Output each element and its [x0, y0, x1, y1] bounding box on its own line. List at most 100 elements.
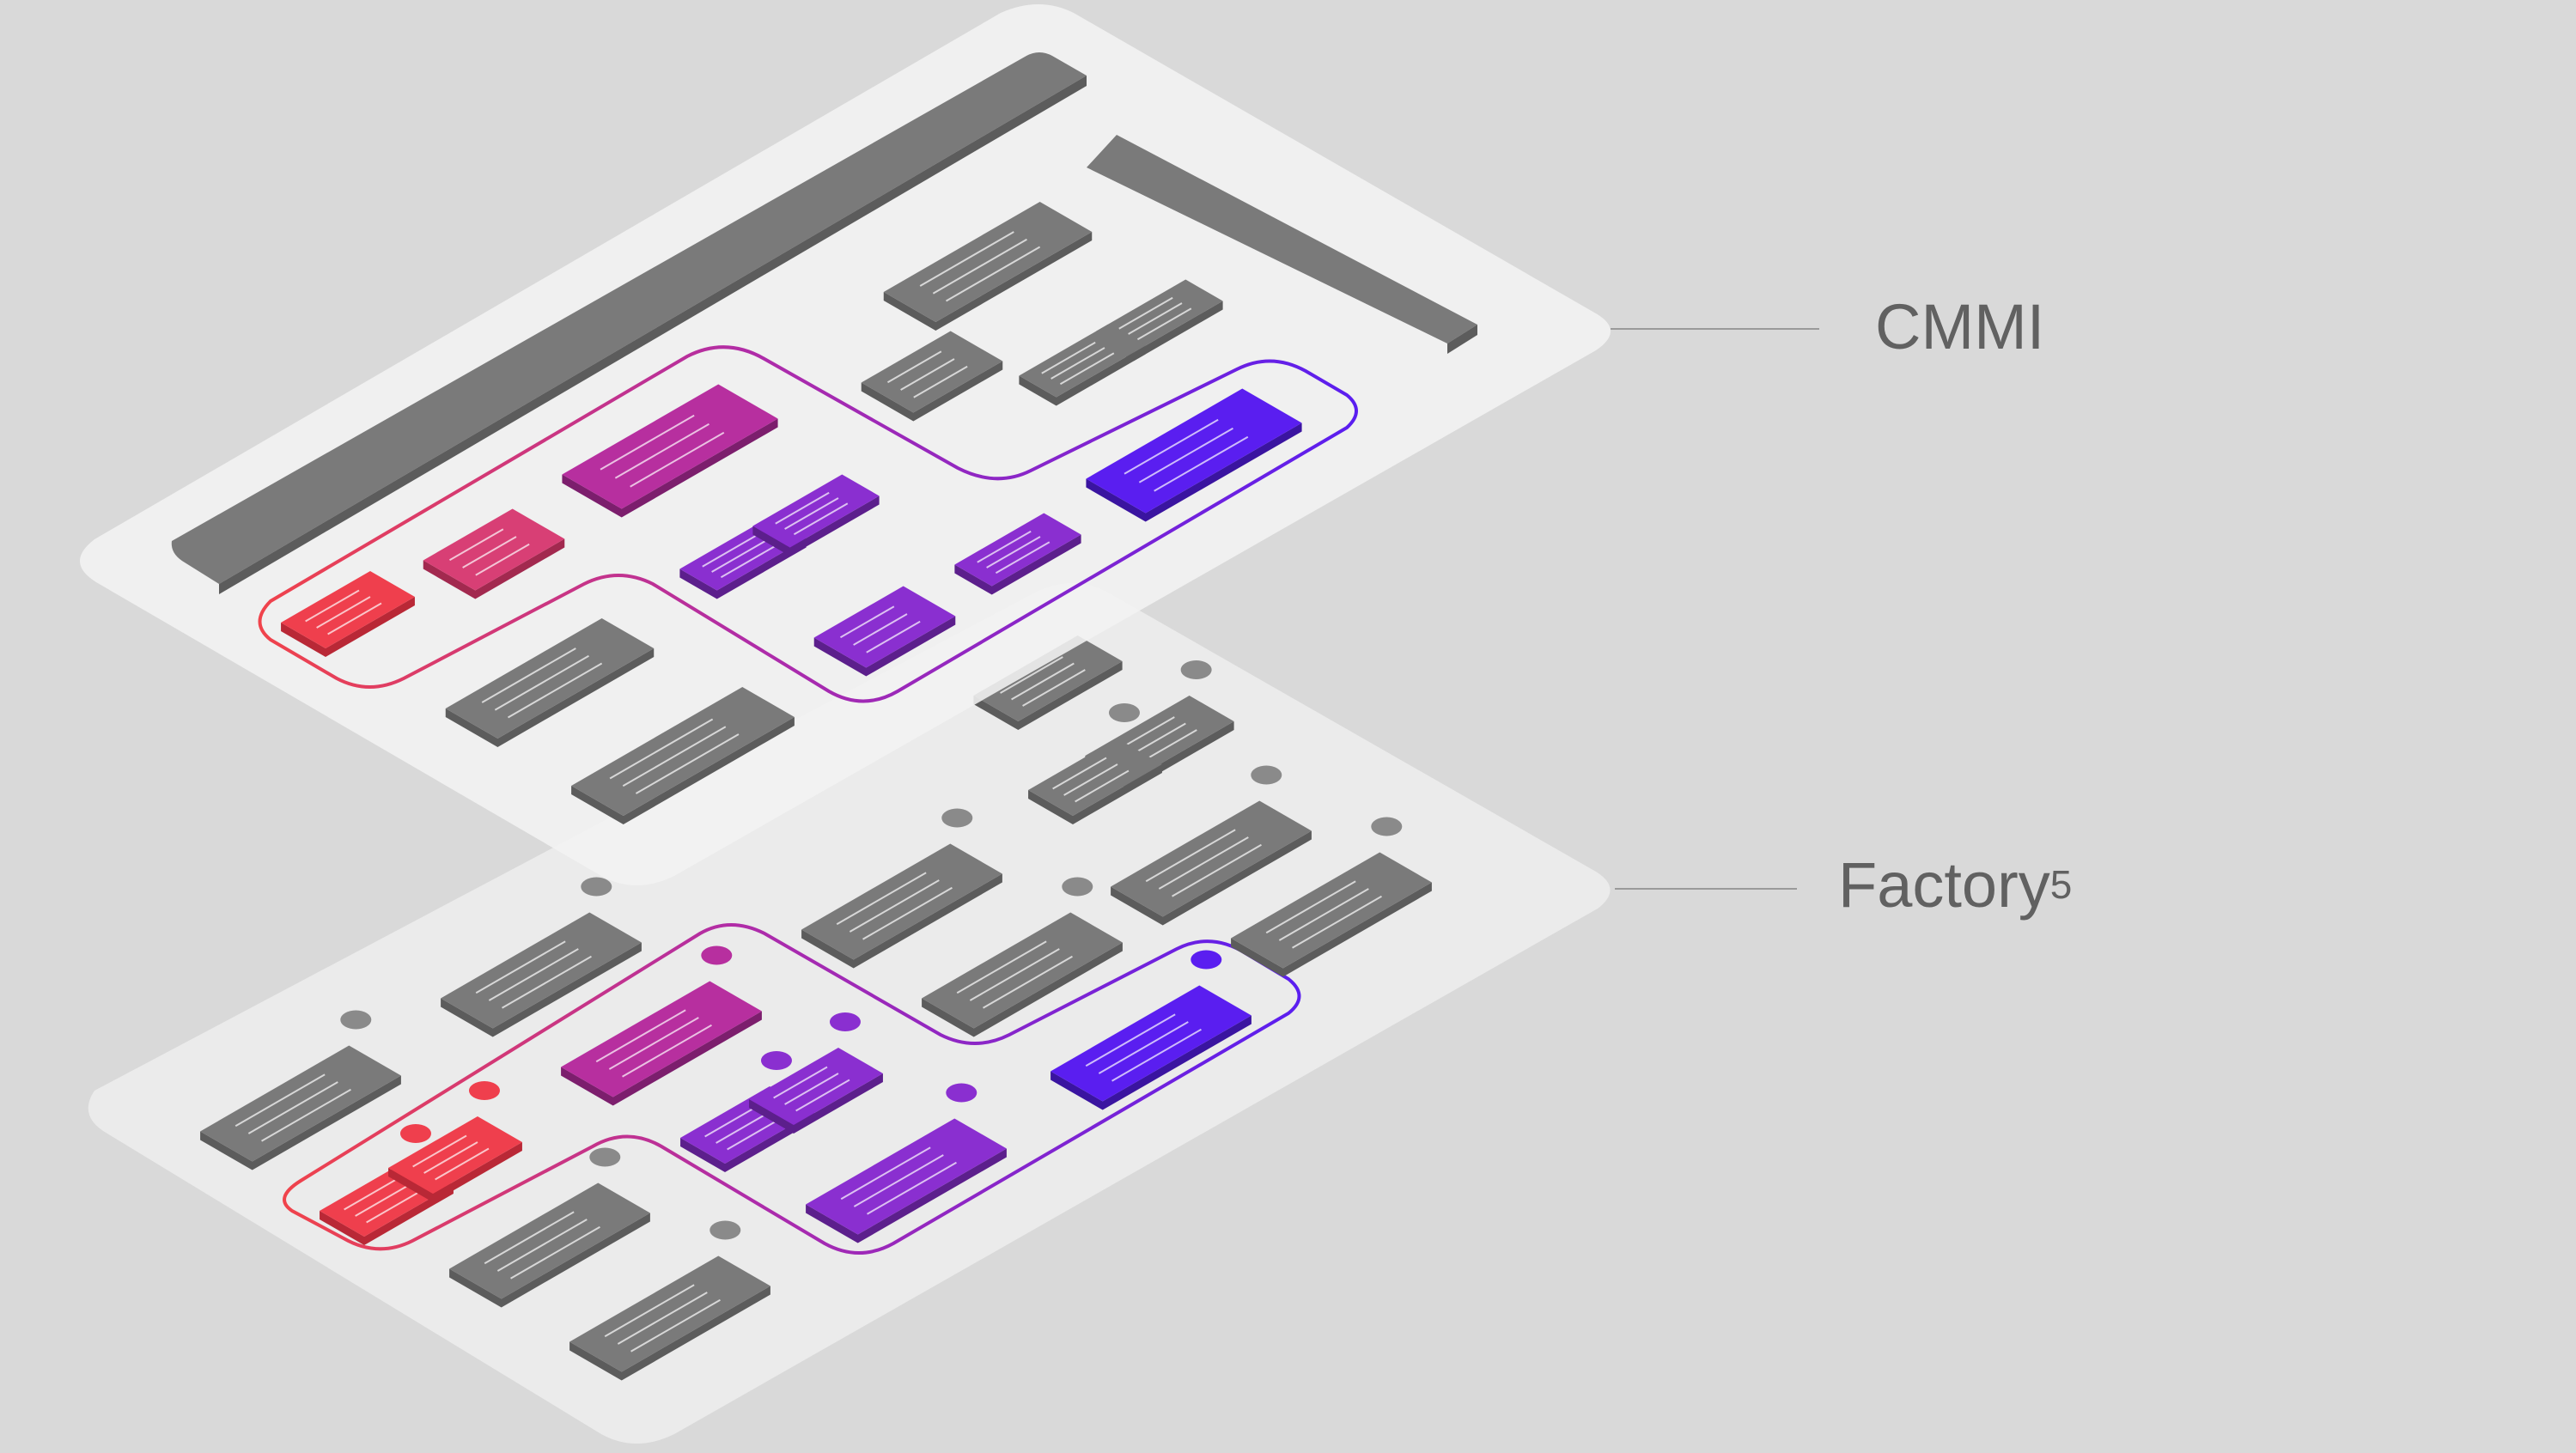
block-line — [1278, 888, 1369, 941]
block-line — [956, 940, 1047, 994]
cmmi-long-bar-right-side — [1447, 325, 1477, 354]
block-line — [784, 1073, 839, 1105]
cmmi-magenta-block[interactable] — [562, 384, 778, 518]
factory-red-block[interactable] — [388, 1081, 522, 1202]
block-line — [261, 1088, 351, 1142]
cmmi-long-bar-left[interactable] — [171, 52, 1087, 584]
block-line — [366, 1190, 421, 1224]
block-line — [1011, 662, 1075, 701]
factory-grey-block[interactable] — [200, 1010, 401, 1170]
node-icon — [340, 1010, 372, 1030]
block-line — [327, 602, 382, 635]
node-icon — [760, 1051, 792, 1070]
factory-magenta-block[interactable] — [561, 945, 762, 1106]
cmmi-red-block[interactable] — [281, 571, 415, 657]
block-line — [932, 238, 1027, 295]
block-line — [986, 536, 1041, 568]
cmmi-long-bar-left-side — [219, 76, 1087, 594]
factory-grey-block[interactable] — [973, 635, 1123, 730]
factory-purple-block[interactable] — [806, 1083, 1007, 1243]
block-line — [795, 1079, 850, 1112]
block-line — [508, 662, 603, 719]
block-line — [1118, 296, 1173, 330]
block-line — [462, 536, 517, 568]
block-line — [435, 1147, 490, 1181]
factory-grey-block[interactable] — [801, 808, 1002, 969]
node-icon — [1108, 703, 1140, 722]
factory-violet-block[interactable] — [1050, 950, 1251, 1110]
block-line — [900, 358, 955, 391]
factory-grey-block[interactable] — [1028, 703, 1162, 824]
cmmi-grey-block[interactable] — [1096, 279, 1223, 362]
node-icon — [589, 1147, 621, 1167]
cmmi-purple-block[interactable] — [752, 474, 880, 556]
block-line — [1000, 656, 1063, 694]
block-line — [604, 1284, 695, 1338]
block-line — [488, 948, 579, 1001]
block-line — [1063, 763, 1118, 796]
node-icon — [468, 1081, 500, 1100]
block-line — [793, 502, 849, 536]
block-line — [595, 1009, 686, 1063]
block-line — [484, 1211, 575, 1265]
block-line — [614, 423, 709, 479]
node-icon — [1180, 660, 1212, 679]
factory-grey-block[interactable] — [1231, 817, 1432, 977]
block-line — [622, 1024, 712, 1078]
block-line — [247, 1081, 338, 1134]
cmmi-grey-block[interactable] — [571, 687, 795, 824]
node-icon — [701, 945, 733, 965]
cmmi-grey-block[interactable] — [883, 202, 1093, 331]
block-line — [704, 1104, 759, 1138]
block-line — [600, 414, 695, 471]
cmmi-grey-block[interactable] — [445, 618, 655, 747]
block-line — [481, 647, 576, 703]
cmmi-grey-block[interactable] — [1019, 324, 1146, 406]
cmmi-purple-block[interactable] — [813, 586, 956, 677]
factory-grey-block[interactable] — [922, 877, 1123, 1037]
cmmi-violet-block[interactable] — [1086, 388, 1302, 522]
block-line — [1098, 1021, 1189, 1074]
cmmi-grey-block[interactable] — [861, 331, 1003, 422]
block-line — [969, 948, 1060, 1001]
block-line — [853, 1154, 944, 1207]
block-line — [234, 1073, 326, 1128]
block-line — [1050, 347, 1105, 380]
block-line — [886, 350, 942, 384]
block-line — [853, 613, 908, 646]
block-line — [635, 733, 740, 794]
block-line — [849, 879, 940, 933]
block-line — [711, 540, 766, 573]
block-line — [913, 365, 968, 398]
block-line — [983, 955, 1073, 1009]
cmmi-long-bar-right[interactable] — [1087, 135, 1477, 343]
node-icon — [1371, 817, 1403, 836]
block-line — [1172, 843, 1262, 897]
block-line — [1154, 435, 1249, 492]
factory-grey-block[interactable] — [1111, 765, 1312, 926]
block-line — [502, 955, 592, 1009]
block-line — [630, 1298, 721, 1353]
factory-purple-block[interactable] — [749, 1012, 883, 1134]
block-line — [423, 1141, 478, 1174]
factory-grey-block[interactable] — [449, 1147, 650, 1308]
block-line — [1075, 769, 1130, 803]
block-line — [1136, 307, 1192, 341]
cmmi-pink-block[interactable] — [423, 508, 565, 599]
block-line — [305, 589, 360, 623]
factory-grey-block[interactable] — [441, 877, 642, 1037]
block-line — [494, 654, 589, 711]
block-line — [720, 545, 776, 579]
factory-grey-block[interactable] — [569, 1220, 770, 1381]
node-icon — [581, 877, 612, 897]
node-icon — [709, 1220, 741, 1240]
cmmi-flow-path — [258, 345, 1358, 703]
cmmi-purple-block[interactable] — [954, 513, 1081, 595]
block-line — [355, 1184, 410, 1217]
block-line — [839, 605, 895, 639]
node-icon — [946, 1083, 977, 1103]
block-line — [946, 246, 1041, 302]
block-line — [1111, 1028, 1202, 1082]
